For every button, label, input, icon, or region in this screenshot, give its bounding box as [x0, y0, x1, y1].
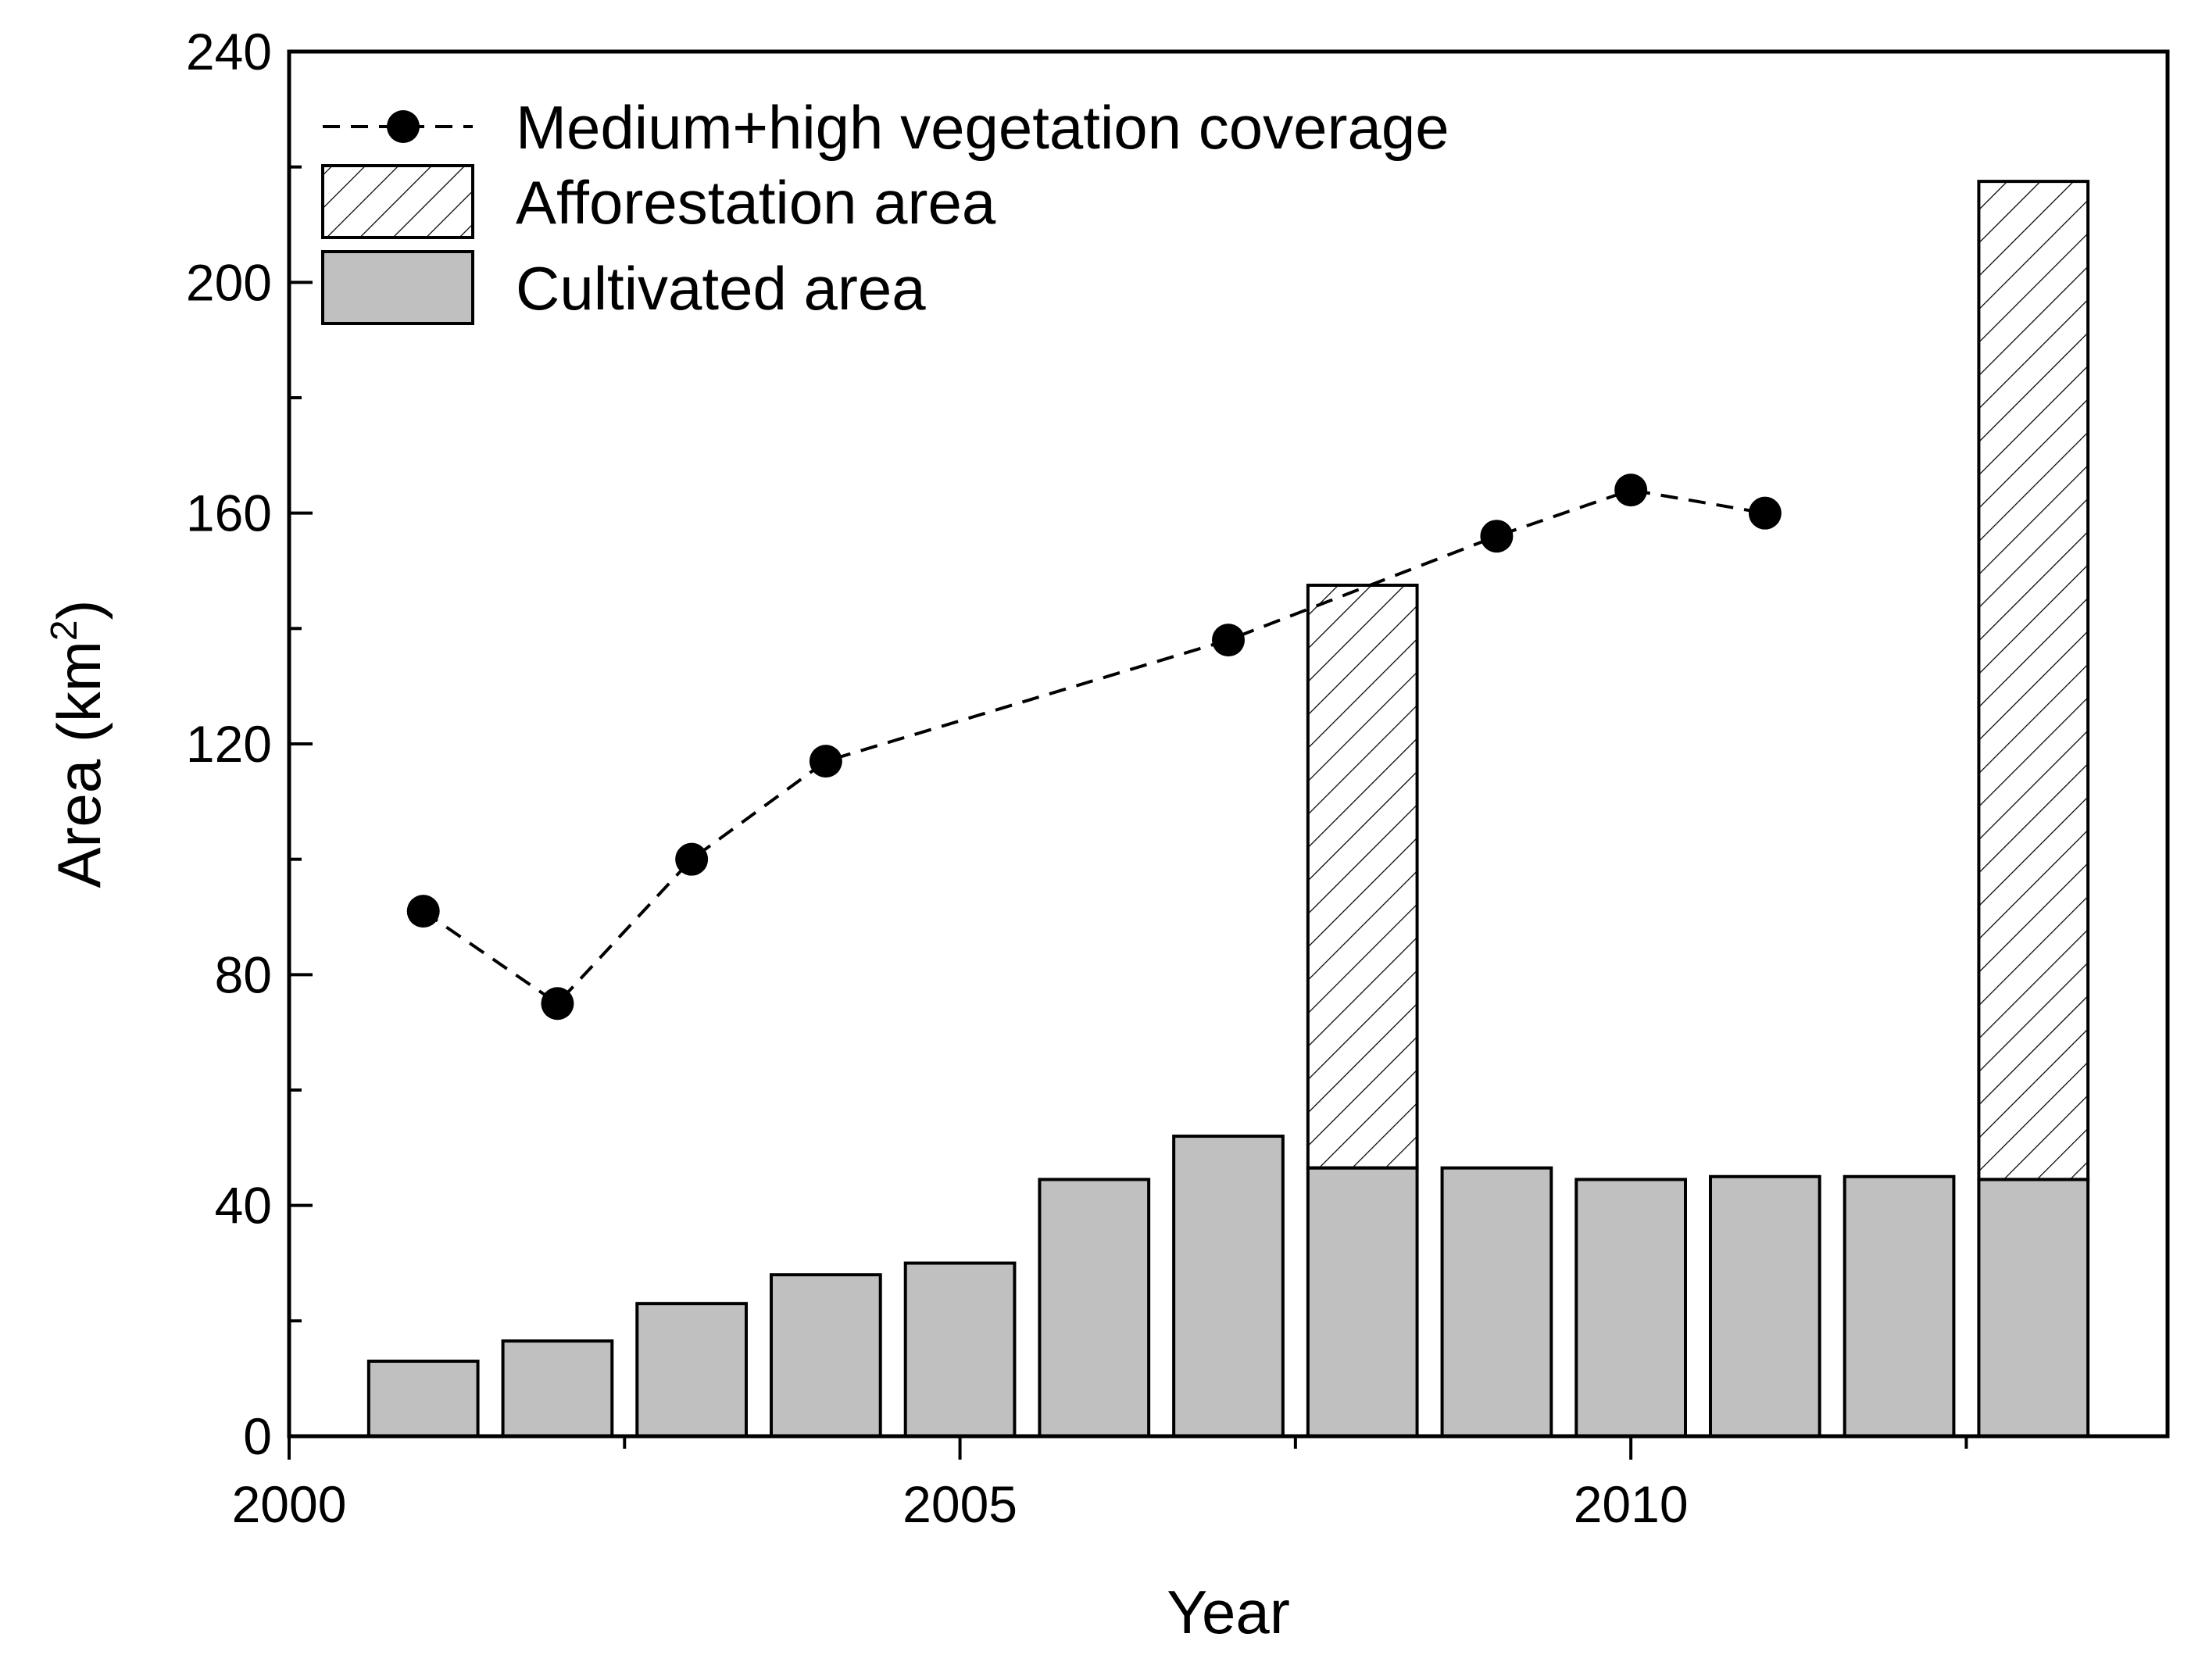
- legend-label-vegetation: Medium+high vegetation coverage: [516, 93, 1449, 162]
- cultivated-bar: [1306, 1166, 1419, 1439]
- x-axis-title: Year: [1167, 1578, 1290, 1646]
- vegetation-point: [809, 745, 842, 778]
- y-tick-label: 120: [186, 715, 272, 773]
- legend-label-afforestation: Afforestation area: [516, 168, 996, 237]
- vegetation-point: [406, 895, 440, 928]
- cultivated-bar: [1172, 1135, 1285, 1438]
- vegetation-point: [541, 987, 574, 1021]
- legend-label-cultivated: Cultivated area: [516, 254, 926, 323]
- x-tick-label: 2010: [1574, 1475, 1689, 1533]
- y-axis-title-close: ): [45, 599, 113, 620]
- cultivated-bar: [1038, 1178, 1151, 1438]
- cultivated-bar: [1843, 1174, 1956, 1438]
- cultivated-bar: [501, 1339, 614, 1439]
- legend-swatch-afforestation: [321, 164, 474, 239]
- cultivated-bar: [903, 1261, 1017, 1438]
- cultivated-bar: [1440, 1166, 1553, 1439]
- cultivated-bar: [1977, 1178, 2090, 1438]
- cultivated-bar: [366, 1360, 480, 1439]
- cultivated-bars: [366, 1135, 2090, 1439]
- y-tick-label: 240: [186, 23, 272, 80]
- vegetation-line: [406, 474, 1782, 1021]
- y-tick-label: 160: [186, 484, 272, 542]
- x-tick-label: 2005: [902, 1475, 1017, 1533]
- y-tick-label: 40: [215, 1177, 272, 1235]
- afforestation-bars: [1306, 180, 2090, 1181]
- y-axis-title-main: Area (km: [45, 641, 113, 888]
- axis-ticks: 0 40 80 120 160 200 240 2000 2005 2010: [186, 23, 1968, 1533]
- legend-swatch-cultivated: [321, 250, 474, 325]
- y-axis-title-sup: 2: [44, 620, 85, 641]
- legend: Medium+high vegetation coverage Afforest…: [321, 93, 1449, 325]
- cultivated-bar: [635, 1302, 748, 1439]
- y-tick-label: 0: [243, 1407, 272, 1465]
- afforestation-bar: [1977, 180, 2090, 1181]
- vegetation-series-line: [422, 488, 1766, 1006]
- vegetation-point: [1748, 496, 1782, 530]
- cultivated-bar: [1574, 1178, 1688, 1438]
- y-tick-label: 80: [215, 945, 272, 1003]
- vegetation-point: [1480, 520, 1514, 553]
- vegetation-point: [1614, 474, 1648, 507]
- vegetation-point: [675, 842, 709, 876]
- y-axis-title: Area (km2): [44, 599, 113, 888]
- y-tick-label: 200: [186, 253, 272, 311]
- legend-marker: [387, 110, 420, 143]
- x-tick-label: 2000: [232, 1475, 347, 1533]
- cultivated-bar: [770, 1273, 882, 1439]
- cultivated-bar: [1709, 1174, 1821, 1438]
- vegetation-point: [1212, 624, 1245, 657]
- afforestation-bar: [1306, 583, 1419, 1170]
